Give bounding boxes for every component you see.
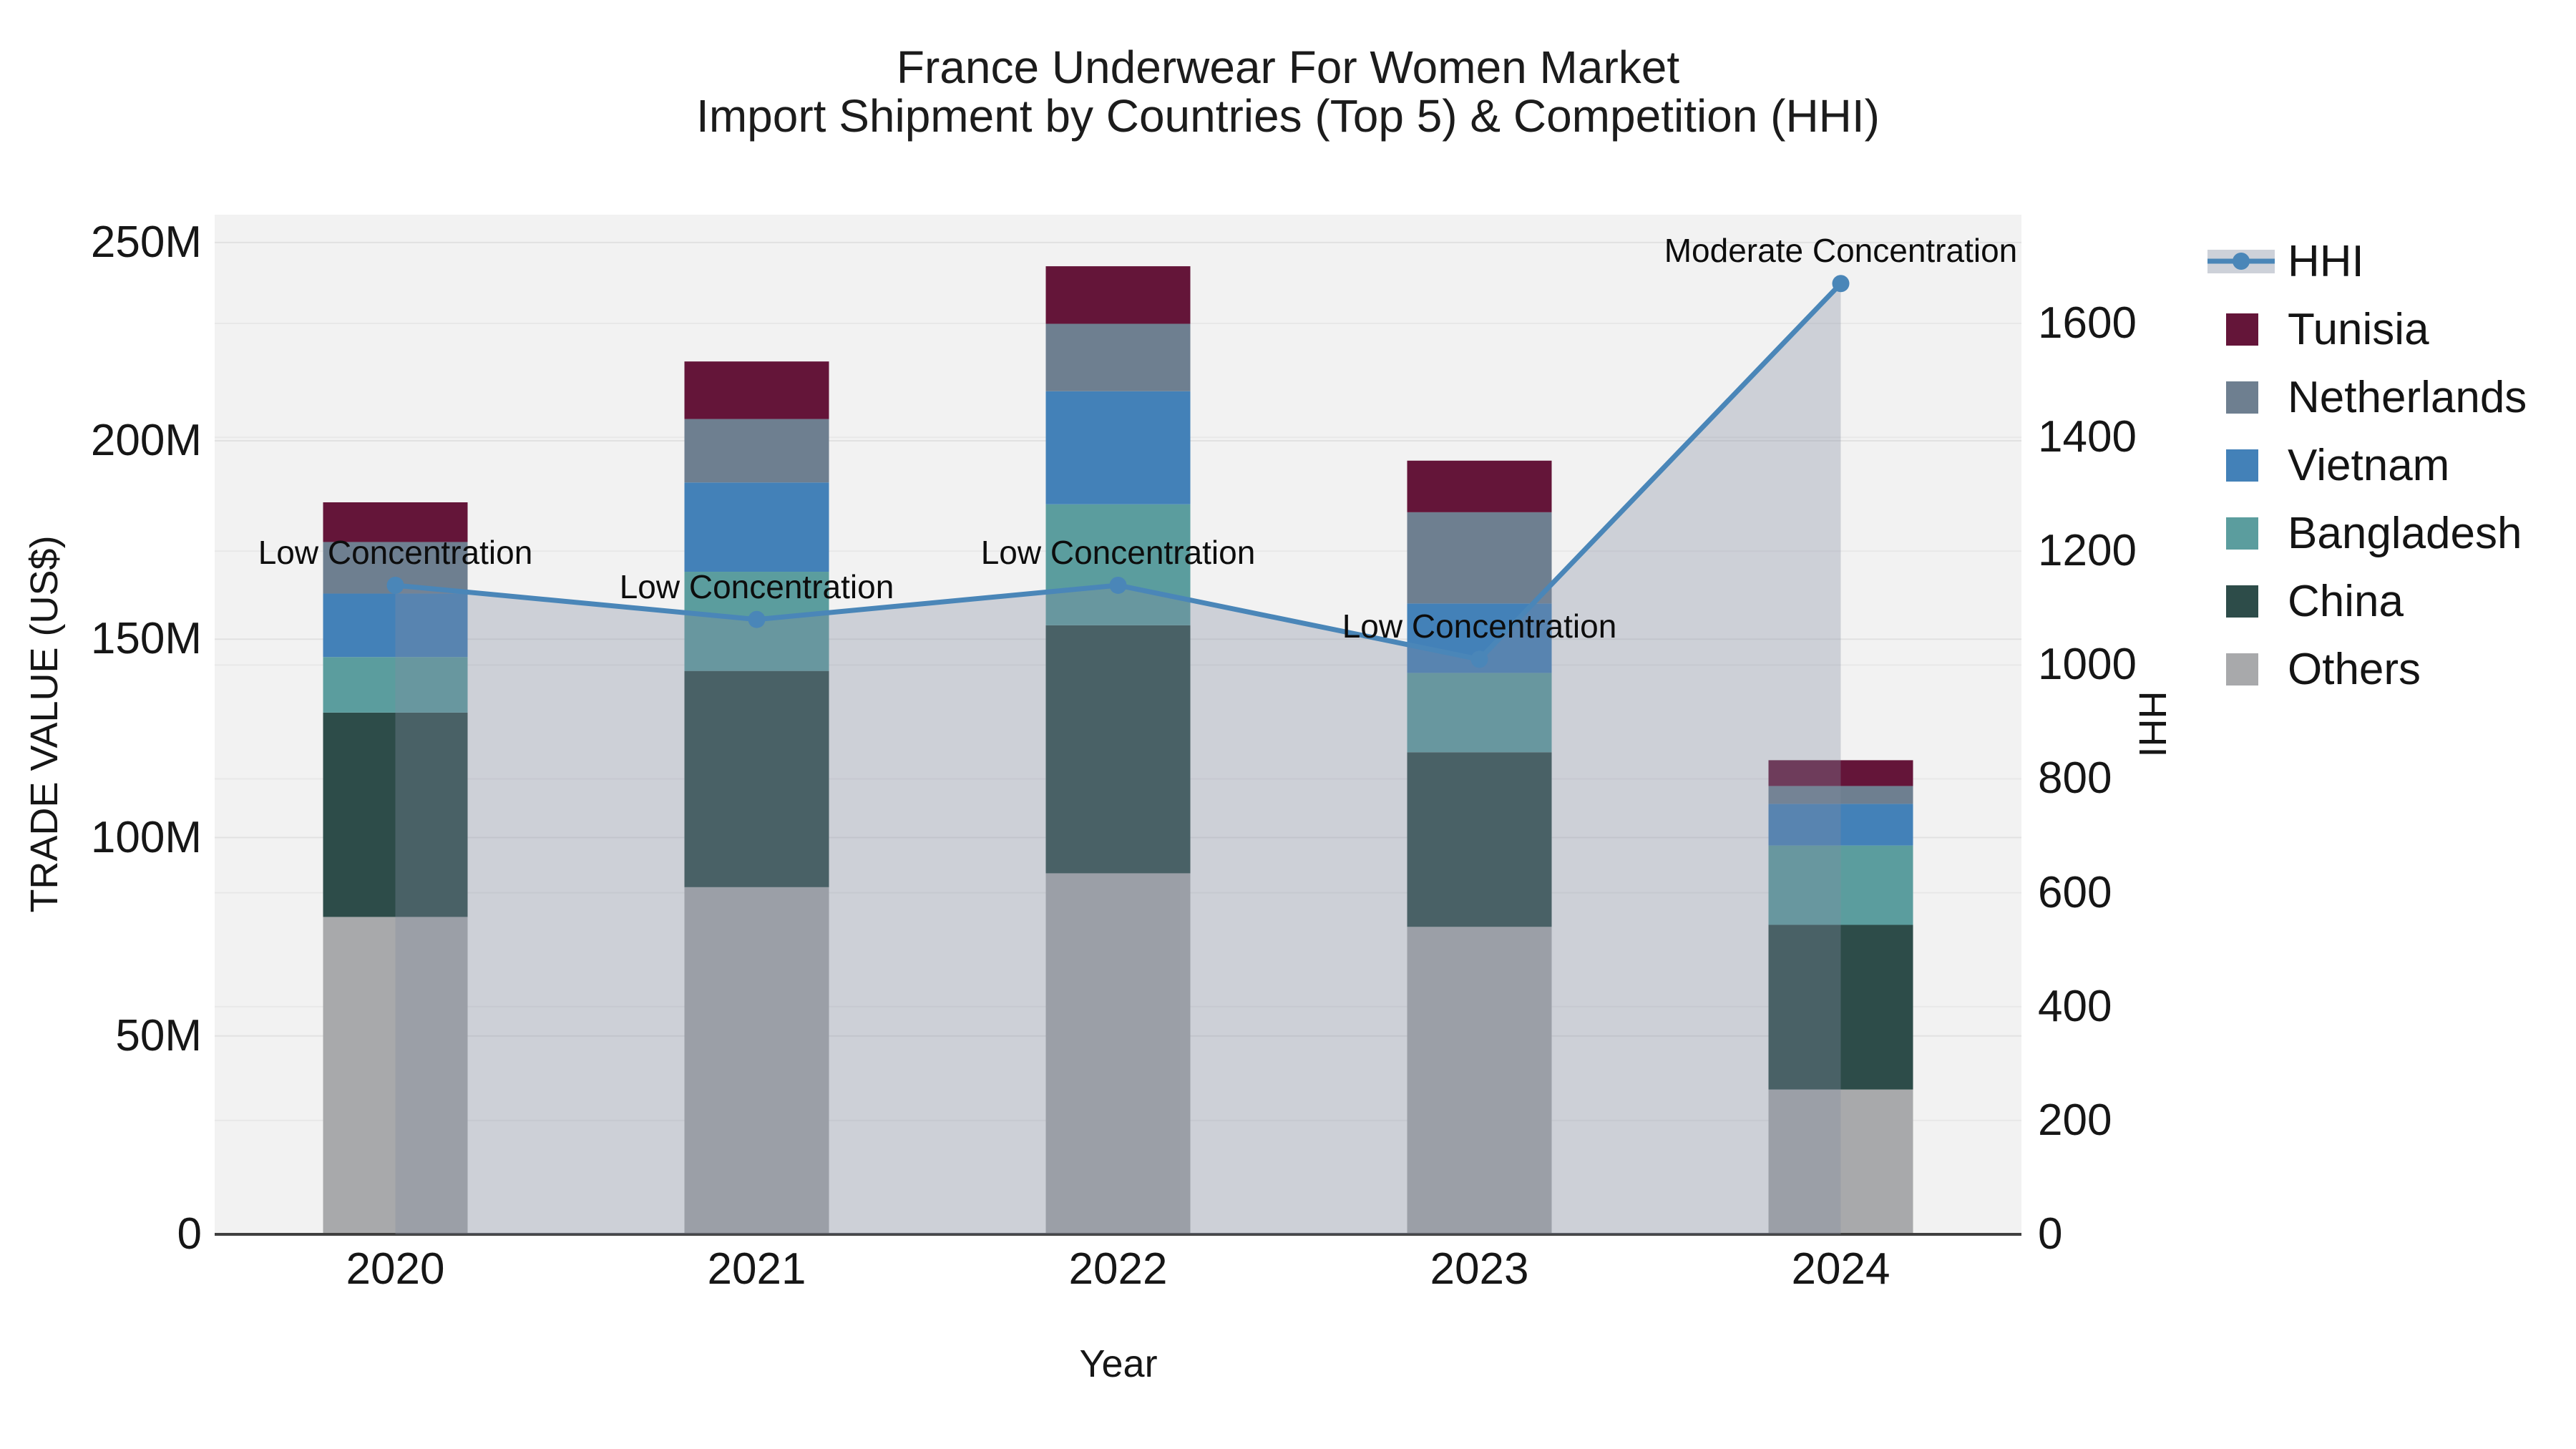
hhi-marker-2024[interactable] — [1832, 275, 1850, 293]
y-right-tick-0: 0 — [2038, 1209, 2063, 1259]
y-left-tick-250M: 250M — [90, 217, 202, 267]
y-right-tick-200: 200 — [2038, 1095, 2112, 1145]
bar-segment-bangladesh-2023[interactable] — [1407, 673, 1552, 753]
legend-item-netherlands[interactable]: Netherlands — [2207, 364, 2527, 431]
legend: HHI Tunisia Netherlands Vietnam Bangladesh Ch… — [2207, 228, 2527, 703]
legend-color-swatch — [2226, 313, 2258, 346]
bar-segment-bangladesh-2020[interactable] — [323, 657, 468, 713]
x-tick-2023: 2023 — [1430, 1244, 1529, 1294]
bar-segment-vietnam-2024[interactable] — [1768, 804, 1913, 846]
hhi-annotation-2023: Low Concentration — [1342, 608, 1617, 645]
x-tick-2020: 2020 — [346, 1244, 445, 1294]
bar-segment-others-2021[interactable] — [684, 887, 829, 1234]
legend-item-china[interactable]: China — [2207, 567, 2527, 635]
y-axis-title-left: TRADE VALUE (US$) — [23, 535, 66, 913]
y-right-tick-1600: 1600 — [2038, 298, 2137, 348]
hhi-annotation-2024: Moderate Concentration — [1664, 232, 2018, 270]
hhi-marker-2020[interactable] — [386, 576, 404, 594]
y-left-tick-0: 0 — [177, 1209, 202, 1259]
bar-segment-vietnam-2022[interactable] — [1045, 391, 1191, 504]
legend-color-swatch — [2226, 585, 2258, 618]
hhi-marker-2022[interactable] — [1109, 576, 1127, 594]
hhi-line-legend-icon — [2207, 228, 2275, 296]
bar-segment-others-2024[interactable] — [1768, 1089, 1913, 1234]
legend-label: HHI — [2288, 237, 2364, 286]
legend-item-hhi[interactable]: HHI — [2207, 228, 2527, 296]
y-right-tick-600: 600 — [2038, 867, 2112, 917]
x-tick-2024: 2024 — [1791, 1244, 1890, 1294]
bar-segment-china-2023[interactable] — [1407, 752, 1552, 927]
legend-item-others[interactable]: Others — [2207, 635, 2527, 703]
bar-segment-others-2023[interactable] — [1407, 927, 1552, 1234]
bar-segment-tunisia-2022[interactable] — [1045, 266, 1191, 324]
hhi-annotation-2020: Low Concentration — [258, 533, 533, 571]
x-axis-title: Year — [1079, 1342, 1158, 1385]
bar-segment-china-2022[interactable] — [1045, 625, 1191, 874]
hhi-annotation-2021: Low Concentration — [619, 567, 894, 605]
legend-item-vietnam[interactable]: Vietnam — [2207, 431, 2527, 499]
others-swatch-icon — [2207, 635, 2275, 703]
y-left-tick-50M: 50M — [115, 1010, 202, 1060]
bar-segment-tunisia-2023[interactable] — [1407, 460, 1552, 512]
bar-segment-vietnam-2020[interactable] — [323, 593, 468, 658]
y-right-tick-1400: 1400 — [2038, 412, 2137, 462]
legend-label: China — [2288, 577, 2404, 626]
bar-segment-others-2022[interactable] — [1045, 873, 1191, 1234]
legend-color-swatch — [2226, 381, 2258, 414]
hhi-marker-2023[interactable] — [1470, 650, 1488, 668]
legend-label: Vietnam — [2288, 441, 2450, 490]
y-right-tick-800: 800 — [2038, 753, 2112, 804]
x-tick-2021: 2021 — [707, 1244, 806, 1294]
bar-segment-tunisia-2020[interactable] — [323, 502, 468, 542]
chart-title: France Underwear For Women Market — [896, 42, 1680, 93]
tunisia-swatch-icon — [2207, 296, 2275, 364]
chart-subtitle: Import Shipment by Countries (Top 5) & C… — [696, 90, 1880, 142]
bar-segment-tunisia-2024[interactable] — [1768, 760, 1913, 786]
legend-color-swatch — [2226, 449, 2258, 482]
bar-segment-bangladesh-2022[interactable] — [1045, 504, 1191, 625]
bar-segment-netherlands-2024[interactable] — [1768, 786, 1913, 804]
hhi-marker-2021[interactable] — [748, 610, 766, 628]
y-right-tick-400: 400 — [2038, 981, 2112, 1031]
china-swatch-icon — [2207, 567, 2275, 635]
y-right-tick-1000: 1000 — [2038, 640, 2137, 690]
y-right-tick-1200: 1200 — [2038, 526, 2137, 576]
y-left-tick-100M: 100M — [90, 812, 202, 862]
legend-label: Others — [2288, 645, 2421, 694]
legend-label: Bangladesh — [2288, 509, 2522, 558]
bar-segment-bangladesh-2024[interactable] — [1768, 845, 1913, 925]
bar-segment-netherlands-2022[interactable] — [1045, 323, 1191, 391]
bar-segment-netherlands-2021[interactable] — [684, 419, 829, 483]
bar-segment-tunisia-2021[interactable] — [684, 361, 829, 419]
hhi-area-fill — [395, 283, 1841, 1234]
legend-color-swatch — [2226, 517, 2258, 550]
netherlands-swatch-icon — [2207, 364, 2275, 431]
bar-segment-others-2020[interactable] — [323, 917, 468, 1234]
hhi-annotation-2022: Low Concentration — [980, 533, 1256, 571]
x-tick-2022: 2022 — [1068, 1244, 1168, 1294]
bar-segment-china-2024[interactable] — [1768, 924, 1913, 1090]
bar-segment-china-2020[interactable] — [323, 712, 468, 917]
y-left-tick-150M: 150M — [90, 614, 202, 664]
bar-segment-netherlands-2023[interactable] — [1407, 512, 1552, 604]
legend-label: Tunisia — [2288, 305, 2429, 354]
bar-segment-china-2021[interactable] — [684, 670, 829, 887]
y-axis-title-right: HHI — [2131, 691, 2174, 758]
legend-item-bangladesh[interactable]: Bangladesh — [2207, 499, 2527, 567]
legend-label: Netherlands — [2288, 373, 2527, 422]
vietnam-swatch-icon — [2207, 431, 2275, 499]
bangladesh-swatch-icon — [2207, 499, 2275, 567]
legend-color-swatch — [2226, 653, 2258, 686]
y-left-tick-200M: 200M — [90, 416, 202, 466]
legend-item-tunisia[interactable]: Tunisia — [2207, 296, 2527, 364]
bar-segment-vietnam-2021[interactable] — [684, 482, 829, 572]
